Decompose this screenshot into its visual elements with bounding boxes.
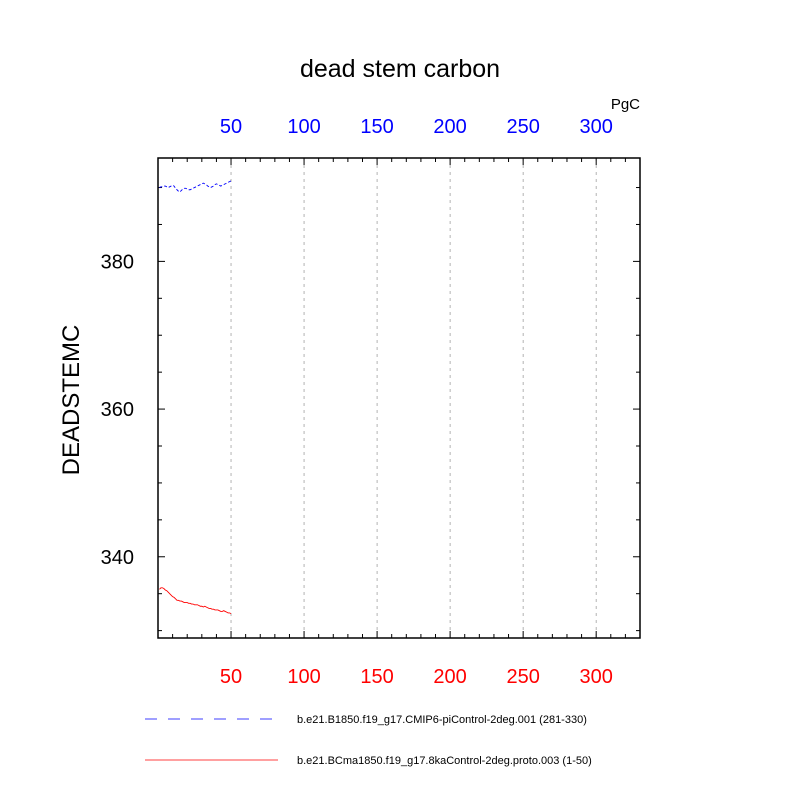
- x-tick-label-bottom: 300: [579, 666, 612, 688]
- legend-label-2: b.e21.BCma1850.f19_g17.8kaControl-2deg.p…: [297, 755, 592, 767]
- units-label: PgC: [611, 96, 640, 113]
- y-axis-label: DEADSTEMC: [58, 325, 85, 476]
- legend-layer: b.e21.B1850.f19_g17.CMIP6-piControl-2deg…: [145, 714, 592, 767]
- grid-layer: [230, 158, 597, 638]
- x-tick-label-bottom: 200: [433, 666, 466, 688]
- x-tick-label-bottom: 100: [287, 666, 320, 688]
- x-tick-label-bottom: 50: [220, 666, 242, 688]
- plot-frame: [157, 157, 641, 639]
- x-tick-label-top: 250: [506, 116, 539, 138]
- x-tick-label-top: 200: [433, 116, 466, 138]
- x-tick-label-bottom: 150: [360, 666, 393, 688]
- y-tick-label: 340: [101, 547, 134, 569]
- x-tick-label-top: 100: [287, 116, 320, 138]
- y-tick-label: 380: [101, 251, 134, 273]
- label-layer: 50 50 100 100 150 150 200 200 250 250 300 300 340 360…: [101, 116, 613, 688]
- x-tick-label-top: 300: [579, 116, 612, 138]
- x-tick-label-bottom: 250: [506, 666, 539, 688]
- x-tick-label-top: 150: [360, 116, 393, 138]
- series-layer: [159, 180, 232, 615]
- y-tick-label: 360: [101, 399, 134, 421]
- legend-label-1: b.e21.B1850.f19_g17.CMIP6-piControl-2deg…: [297, 714, 587, 726]
- chart-title: dead stem carbon: [300, 55, 500, 83]
- x-tick-label-top: 50: [220, 116, 242, 138]
- series-line-2: [159, 587, 232, 615]
- tick-layer: [158, 158, 641, 638]
- series-line-1: [159, 180, 232, 193]
